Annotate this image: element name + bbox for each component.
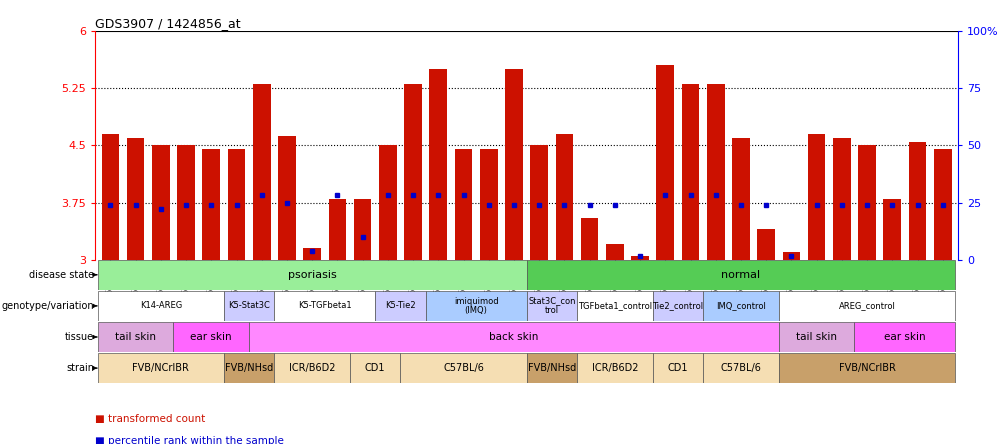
Bar	[404, 84, 422, 260]
Bar	[505, 69, 522, 260]
Bar	[98, 260, 526, 290]
Bar	[630, 256, 648, 260]
Text: ICR/B6D2: ICR/B6D2	[591, 363, 637, 373]
Bar	[278, 135, 296, 260]
Bar	[858, 146, 875, 260]
Bar	[152, 146, 169, 260]
Bar	[275, 353, 350, 383]
Text: FVB/NCrIBR: FVB/NCrIBR	[132, 363, 189, 373]
Text: FVB/NCrIBR: FVB/NCrIBR	[838, 363, 895, 373]
Bar	[223, 353, 275, 383]
Text: psoriasis: psoriasis	[288, 270, 337, 280]
Bar	[526, 353, 576, 383]
Text: tail skin: tail skin	[796, 332, 837, 342]
Bar	[425, 291, 526, 321]
Bar	[681, 84, 698, 260]
Text: normal: normal	[720, 270, 760, 280]
Bar	[248, 322, 778, 352]
Bar	[656, 65, 673, 260]
Text: imiquimod
(IMQ): imiquimod (IMQ)	[453, 297, 498, 315]
Bar	[126, 138, 144, 260]
Bar	[833, 138, 850, 260]
Text: FVB/NHsd: FVB/NHsd	[224, 363, 273, 373]
Bar	[782, 252, 800, 260]
Text: GDS3907 / 1424856_at: GDS3907 / 1424856_at	[95, 17, 240, 30]
Text: tissue: tissue	[65, 332, 94, 342]
Text: TGFbeta1_control: TGFbeta1_control	[577, 301, 651, 310]
Bar	[702, 353, 778, 383]
Bar	[275, 291, 375, 321]
Bar	[731, 138, 749, 260]
Text: Stat3C_con
trol: Stat3C_con trol	[527, 297, 575, 315]
Text: ■ transformed count: ■ transformed count	[95, 414, 205, 424]
Bar	[429, 69, 447, 260]
Bar	[303, 248, 321, 260]
Text: FVB/NHsd: FVB/NHsd	[527, 363, 575, 373]
Bar	[702, 291, 778, 321]
Bar	[526, 291, 576, 321]
Bar	[530, 146, 547, 260]
Bar	[98, 353, 223, 383]
Bar	[375, 291, 425, 321]
Bar	[379, 146, 396, 260]
Bar	[652, 291, 702, 321]
Text: ICR/B6D2: ICR/B6D2	[289, 363, 335, 373]
Text: ear skin: ear skin	[883, 332, 925, 342]
Bar	[253, 84, 271, 260]
Bar	[526, 260, 954, 290]
Text: CD1: CD1	[667, 363, 687, 373]
Bar	[479, 149, 497, 260]
Bar	[400, 353, 526, 383]
Bar	[350, 353, 400, 383]
Text: IMQ_control: IMQ_control	[715, 301, 766, 310]
Bar	[883, 199, 900, 260]
Text: Tie2_control: Tie2_control	[651, 301, 702, 310]
Bar	[576, 353, 652, 383]
Text: AREG_control: AREG_control	[838, 301, 895, 310]
Bar	[202, 149, 219, 260]
Bar	[778, 353, 954, 383]
Bar	[98, 291, 223, 321]
Bar	[807, 134, 825, 260]
Text: K5-TGFbeta1: K5-TGFbeta1	[298, 301, 352, 310]
Bar	[555, 134, 573, 260]
Bar	[101, 134, 119, 260]
Text: disease state: disease state	[29, 270, 94, 280]
Text: ear skin: ear skin	[190, 332, 231, 342]
Text: strain: strain	[66, 363, 94, 373]
Text: K5-Stat3C: K5-Stat3C	[228, 301, 270, 310]
Bar	[854, 322, 954, 352]
Text: K5-Tie2: K5-Tie2	[385, 301, 416, 310]
Bar	[173, 322, 248, 352]
Bar	[98, 322, 173, 352]
Bar	[454, 149, 472, 260]
Bar	[227, 149, 245, 260]
Text: CD1: CD1	[365, 363, 385, 373]
Bar	[576, 291, 652, 321]
Bar	[580, 218, 598, 260]
Bar	[706, 84, 723, 260]
Bar	[329, 199, 346, 260]
Bar	[605, 245, 623, 260]
Text: ■ percentile rank within the sample: ■ percentile rank within the sample	[95, 436, 284, 444]
Bar	[778, 322, 854, 352]
Bar	[933, 149, 951, 260]
Text: back skin: back skin	[489, 332, 538, 342]
Bar	[354, 199, 371, 260]
Bar	[223, 291, 275, 321]
Bar	[757, 229, 775, 260]
Text: K14-AREG: K14-AREG	[139, 301, 181, 310]
Bar	[778, 291, 954, 321]
Text: C57BL/6: C57BL/6	[443, 363, 484, 373]
Text: tail skin: tail skin	[115, 332, 156, 342]
Bar	[652, 353, 702, 383]
Text: C57BL/6: C57BL/6	[719, 363, 761, 373]
Bar	[177, 146, 194, 260]
Text: genotype/variation: genotype/variation	[1, 301, 94, 311]
Bar	[908, 142, 926, 260]
